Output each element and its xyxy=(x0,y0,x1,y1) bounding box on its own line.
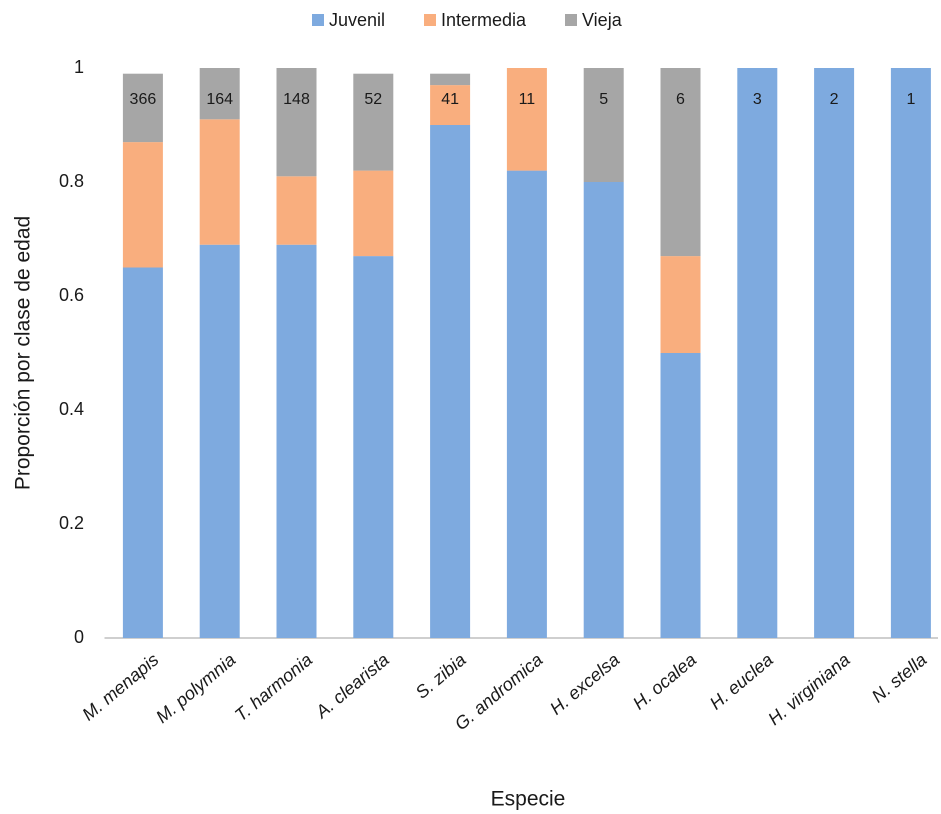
bar-label: 2 xyxy=(830,91,839,108)
bar-segment xyxy=(890,68,931,638)
bar-label: 41 xyxy=(441,91,459,108)
bar-segment xyxy=(660,256,701,353)
y-axis-title: Proporción por clase de edad xyxy=(12,216,35,490)
x-axis-title: Especie xyxy=(491,788,566,811)
bar-segment xyxy=(506,170,547,638)
bar-segment xyxy=(199,68,240,120)
bar-label: 5 xyxy=(599,91,608,108)
bar-segment xyxy=(506,68,547,171)
bar-segment xyxy=(122,142,163,268)
bar-segment xyxy=(430,125,471,638)
x-tick-label: M. menapis xyxy=(78,649,162,724)
x-tick-label: T. harmonia xyxy=(231,649,316,725)
bar-segment xyxy=(276,176,317,245)
bar-label: 1 xyxy=(906,91,915,108)
bar-label: 366 xyxy=(130,91,157,108)
bar-segment xyxy=(814,68,855,638)
bar-segment xyxy=(199,119,240,245)
bar-segment xyxy=(430,73,471,86)
legend-swatch xyxy=(312,14,324,26)
bar-segment xyxy=(353,170,394,257)
bar-segment xyxy=(122,267,163,638)
bar-segment xyxy=(276,244,317,638)
y-tick-label: 0.8 xyxy=(59,171,84,191)
y-tick-label: 0 xyxy=(74,627,84,647)
bar-segment xyxy=(660,68,701,257)
bar-segment xyxy=(122,73,163,143)
legend-label: Intermedia xyxy=(441,10,527,30)
bar-segment xyxy=(737,68,778,638)
bar-label: 52 xyxy=(364,91,382,108)
bar-label: 6 xyxy=(676,91,685,108)
bar-segment xyxy=(276,68,317,177)
y-tick-label: 0.6 xyxy=(59,285,84,305)
x-tick-label: M. polymnia xyxy=(152,649,239,727)
x-tick-label: N. stella xyxy=(868,649,931,706)
x-tick-label: H. excelsa xyxy=(546,649,623,718)
x-tick-label: H. virginiana xyxy=(764,649,853,729)
bar-segment xyxy=(353,256,394,638)
bar-segment xyxy=(583,68,624,182)
x-tick-label: A. clearista xyxy=(311,649,393,722)
legend-label: Vieja xyxy=(582,10,623,30)
x-tick-label: H. euclea xyxy=(706,649,777,713)
y-tick-label: 0.2 xyxy=(59,513,84,533)
bar-label: 148 xyxy=(283,91,310,108)
legend-swatch xyxy=(565,14,577,26)
legend-label: Juvenil xyxy=(329,10,385,30)
bar-segment xyxy=(199,244,240,638)
legend-swatch xyxy=(424,14,436,26)
bar-label: 164 xyxy=(206,91,233,108)
x-tick-label: H. ocalea xyxy=(629,649,700,713)
bar-segment xyxy=(583,182,624,638)
bar-segment xyxy=(353,73,394,171)
y-tick-label: 1 xyxy=(74,57,84,77)
bar-segment xyxy=(430,85,471,125)
y-tick-label: 0.4 xyxy=(59,399,84,419)
x-tick-label: S. zibia xyxy=(412,649,470,702)
bar-segment xyxy=(660,353,701,638)
bar-label: 11 xyxy=(519,91,536,108)
bar-label: 3 xyxy=(753,91,762,108)
